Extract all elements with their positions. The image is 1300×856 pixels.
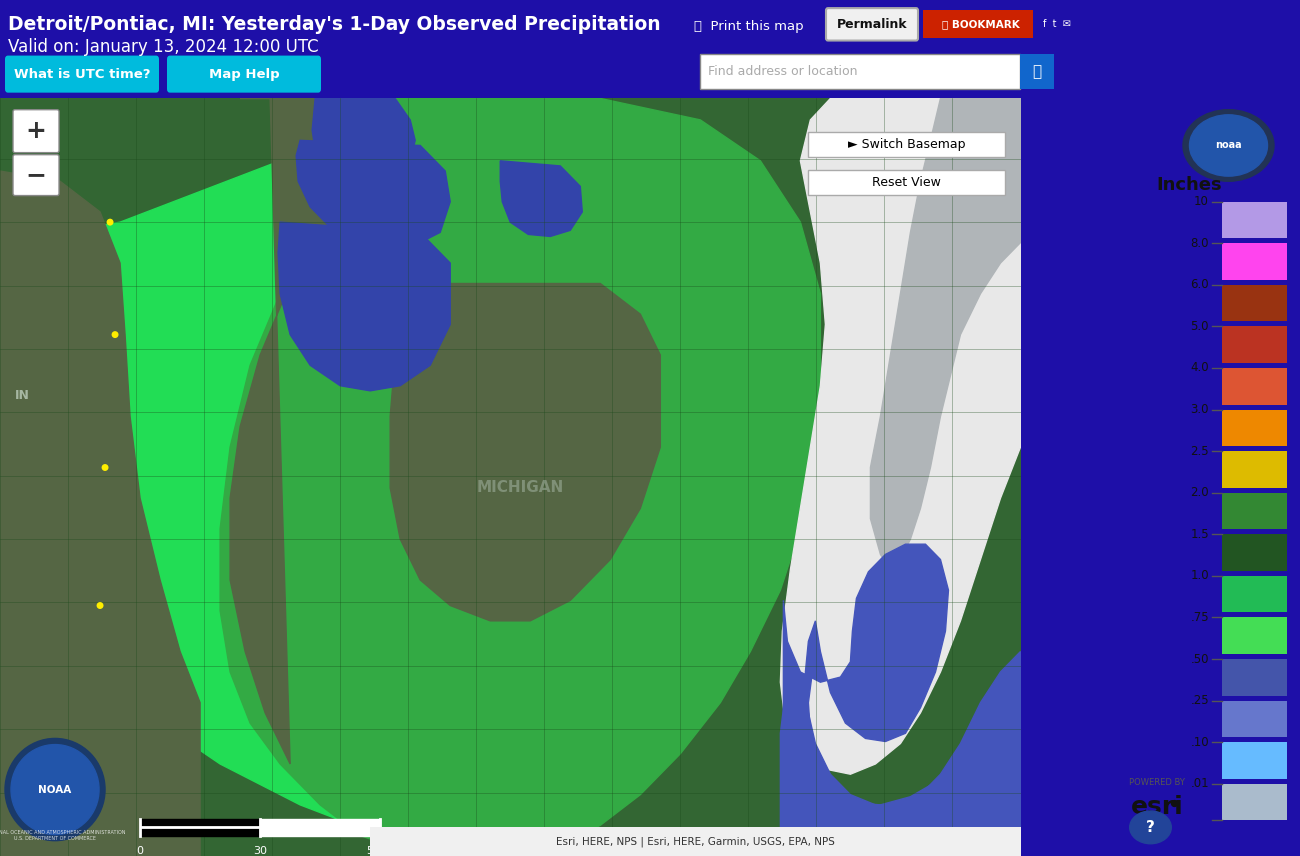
Polygon shape	[500, 161, 582, 236]
Bar	[923, 10, 1034, 39]
Text: POWERED BY: POWERED BY	[1130, 778, 1184, 787]
Text: 4.0: 4.0	[1191, 361, 1209, 374]
Bar	[1222, 784, 1287, 820]
Text: What is UTC time?: What is UTC time?	[14, 68, 151, 80]
Polygon shape	[296, 140, 450, 247]
Bar	[1222, 451, 1287, 488]
Text: Detroit/Pontiac, MI: Yesterday's 1-Day Observed Precipitation: Detroit/Pontiac, MI: Yesterday's 1-Day O…	[8, 15, 660, 34]
Bar	[1222, 742, 1287, 779]
Text: Reset View: Reset View	[872, 176, 941, 189]
Point	[100, 216, 121, 229]
Point	[1164, 796, 1184, 810]
Polygon shape	[312, 98, 415, 183]
Text: .01: .01	[1191, 777, 1209, 790]
Circle shape	[5, 739, 105, 841]
Polygon shape	[390, 283, 660, 621]
Text: .50: .50	[1191, 652, 1209, 665]
Bar	[699, 55, 1021, 89]
Bar	[1222, 700, 1287, 737]
Bar	[1222, 493, 1287, 529]
Text: MICHIGAN: MICHIGAN	[477, 480, 564, 496]
FancyBboxPatch shape	[13, 110, 58, 152]
Text: NOAA: NOAA	[39, 785, 72, 794]
Polygon shape	[0, 125, 780, 856]
Text: 0: 0	[136, 846, 143, 856]
Text: .25: .25	[1191, 694, 1209, 707]
Text: Valid on: January 13, 2024 12:00 UTC: Valid on: January 13, 2024 12:00 UTC	[8, 39, 318, 56]
FancyBboxPatch shape	[166, 56, 321, 92]
Text: ► Switch Basemap: ► Switch Basemap	[848, 138, 966, 151]
Text: .75: .75	[1191, 611, 1209, 624]
Point	[95, 461, 116, 474]
FancyBboxPatch shape	[826, 8, 918, 40]
Bar	[1222, 576, 1287, 612]
Text: 1.0: 1.0	[1191, 569, 1209, 582]
Text: NATIONAL OCEANIC AND ATMOSPHERIC ADMINISTRATION
U.S. DEPARTMENT OF COMMERCE: NATIONAL OCEANIC AND ATMOSPHERIC ADMINIS…	[0, 829, 126, 841]
Polygon shape	[871, 98, 1020, 570]
Point	[90, 598, 110, 612]
Bar	[1020, 55, 1054, 89]
Text: 🖺  Print this map: 🖺 Print this map	[694, 20, 803, 33]
Bar	[1222, 409, 1287, 446]
FancyBboxPatch shape	[13, 155, 58, 195]
Text: 🔍: 🔍	[1032, 64, 1041, 80]
Text: 8.0: 8.0	[1191, 237, 1209, 250]
Text: Esri, HERE, NPS | Esri, HERE, Garmin, USGS, EPA, NPS: Esri, HERE, NPS | Esri, HERE, Garmin, US…	[556, 836, 835, 847]
Text: Find address or location: Find address or location	[708, 65, 858, 78]
Text: 10: 10	[1195, 195, 1209, 208]
Polygon shape	[780, 98, 1020, 774]
Bar	[1222, 326, 1287, 363]
Text: +: +	[26, 119, 47, 143]
Text: Permalink: Permalink	[837, 18, 907, 31]
FancyBboxPatch shape	[809, 170, 1005, 195]
Text: 50mi: 50mi	[367, 846, 394, 856]
Text: 2.5: 2.5	[1191, 444, 1209, 458]
Polygon shape	[0, 171, 200, 856]
Text: f  t  ✉: f t ✉	[1043, 20, 1071, 29]
Point	[105, 328, 126, 342]
Text: noaa: noaa	[1216, 140, 1241, 151]
Circle shape	[1190, 115, 1268, 176]
Text: IN: IN	[16, 389, 30, 402]
FancyBboxPatch shape	[809, 132, 1005, 157]
Bar	[1222, 243, 1287, 280]
Text: .10: .10	[1191, 735, 1209, 749]
Text: 30: 30	[254, 846, 266, 856]
Polygon shape	[278, 223, 450, 391]
Bar	[1222, 285, 1287, 322]
Polygon shape	[641, 672, 1020, 856]
FancyBboxPatch shape	[5, 56, 159, 92]
Polygon shape	[0, 98, 1020, 856]
Circle shape	[10, 745, 99, 835]
Text: 1.5: 1.5	[1191, 528, 1209, 541]
Polygon shape	[230, 98, 380, 764]
Bar	[1222, 534, 1287, 571]
Text: 3.0: 3.0	[1191, 403, 1209, 416]
Text: 5.0: 5.0	[1191, 320, 1209, 333]
Text: 🔖 BOOKMARK: 🔖 BOOKMARK	[942, 20, 1019, 29]
Text: 6.0: 6.0	[1191, 278, 1209, 291]
Text: Map Help: Map Help	[209, 68, 280, 80]
Text: ?: ?	[1147, 820, 1154, 835]
Circle shape	[1183, 110, 1274, 181]
Text: esri: esri	[1131, 795, 1183, 819]
Text: −: −	[26, 163, 47, 187]
Text: Inches: Inches	[1157, 176, 1222, 194]
Polygon shape	[220, 98, 820, 856]
Bar	[370, 828, 1020, 856]
Text: 2.0: 2.0	[1191, 486, 1209, 499]
Circle shape	[1130, 811, 1171, 844]
Bar	[1222, 368, 1287, 405]
Bar	[1222, 617, 1287, 654]
Bar	[1222, 659, 1287, 696]
Polygon shape	[780, 544, 1020, 856]
Bar	[1222, 202, 1287, 238]
